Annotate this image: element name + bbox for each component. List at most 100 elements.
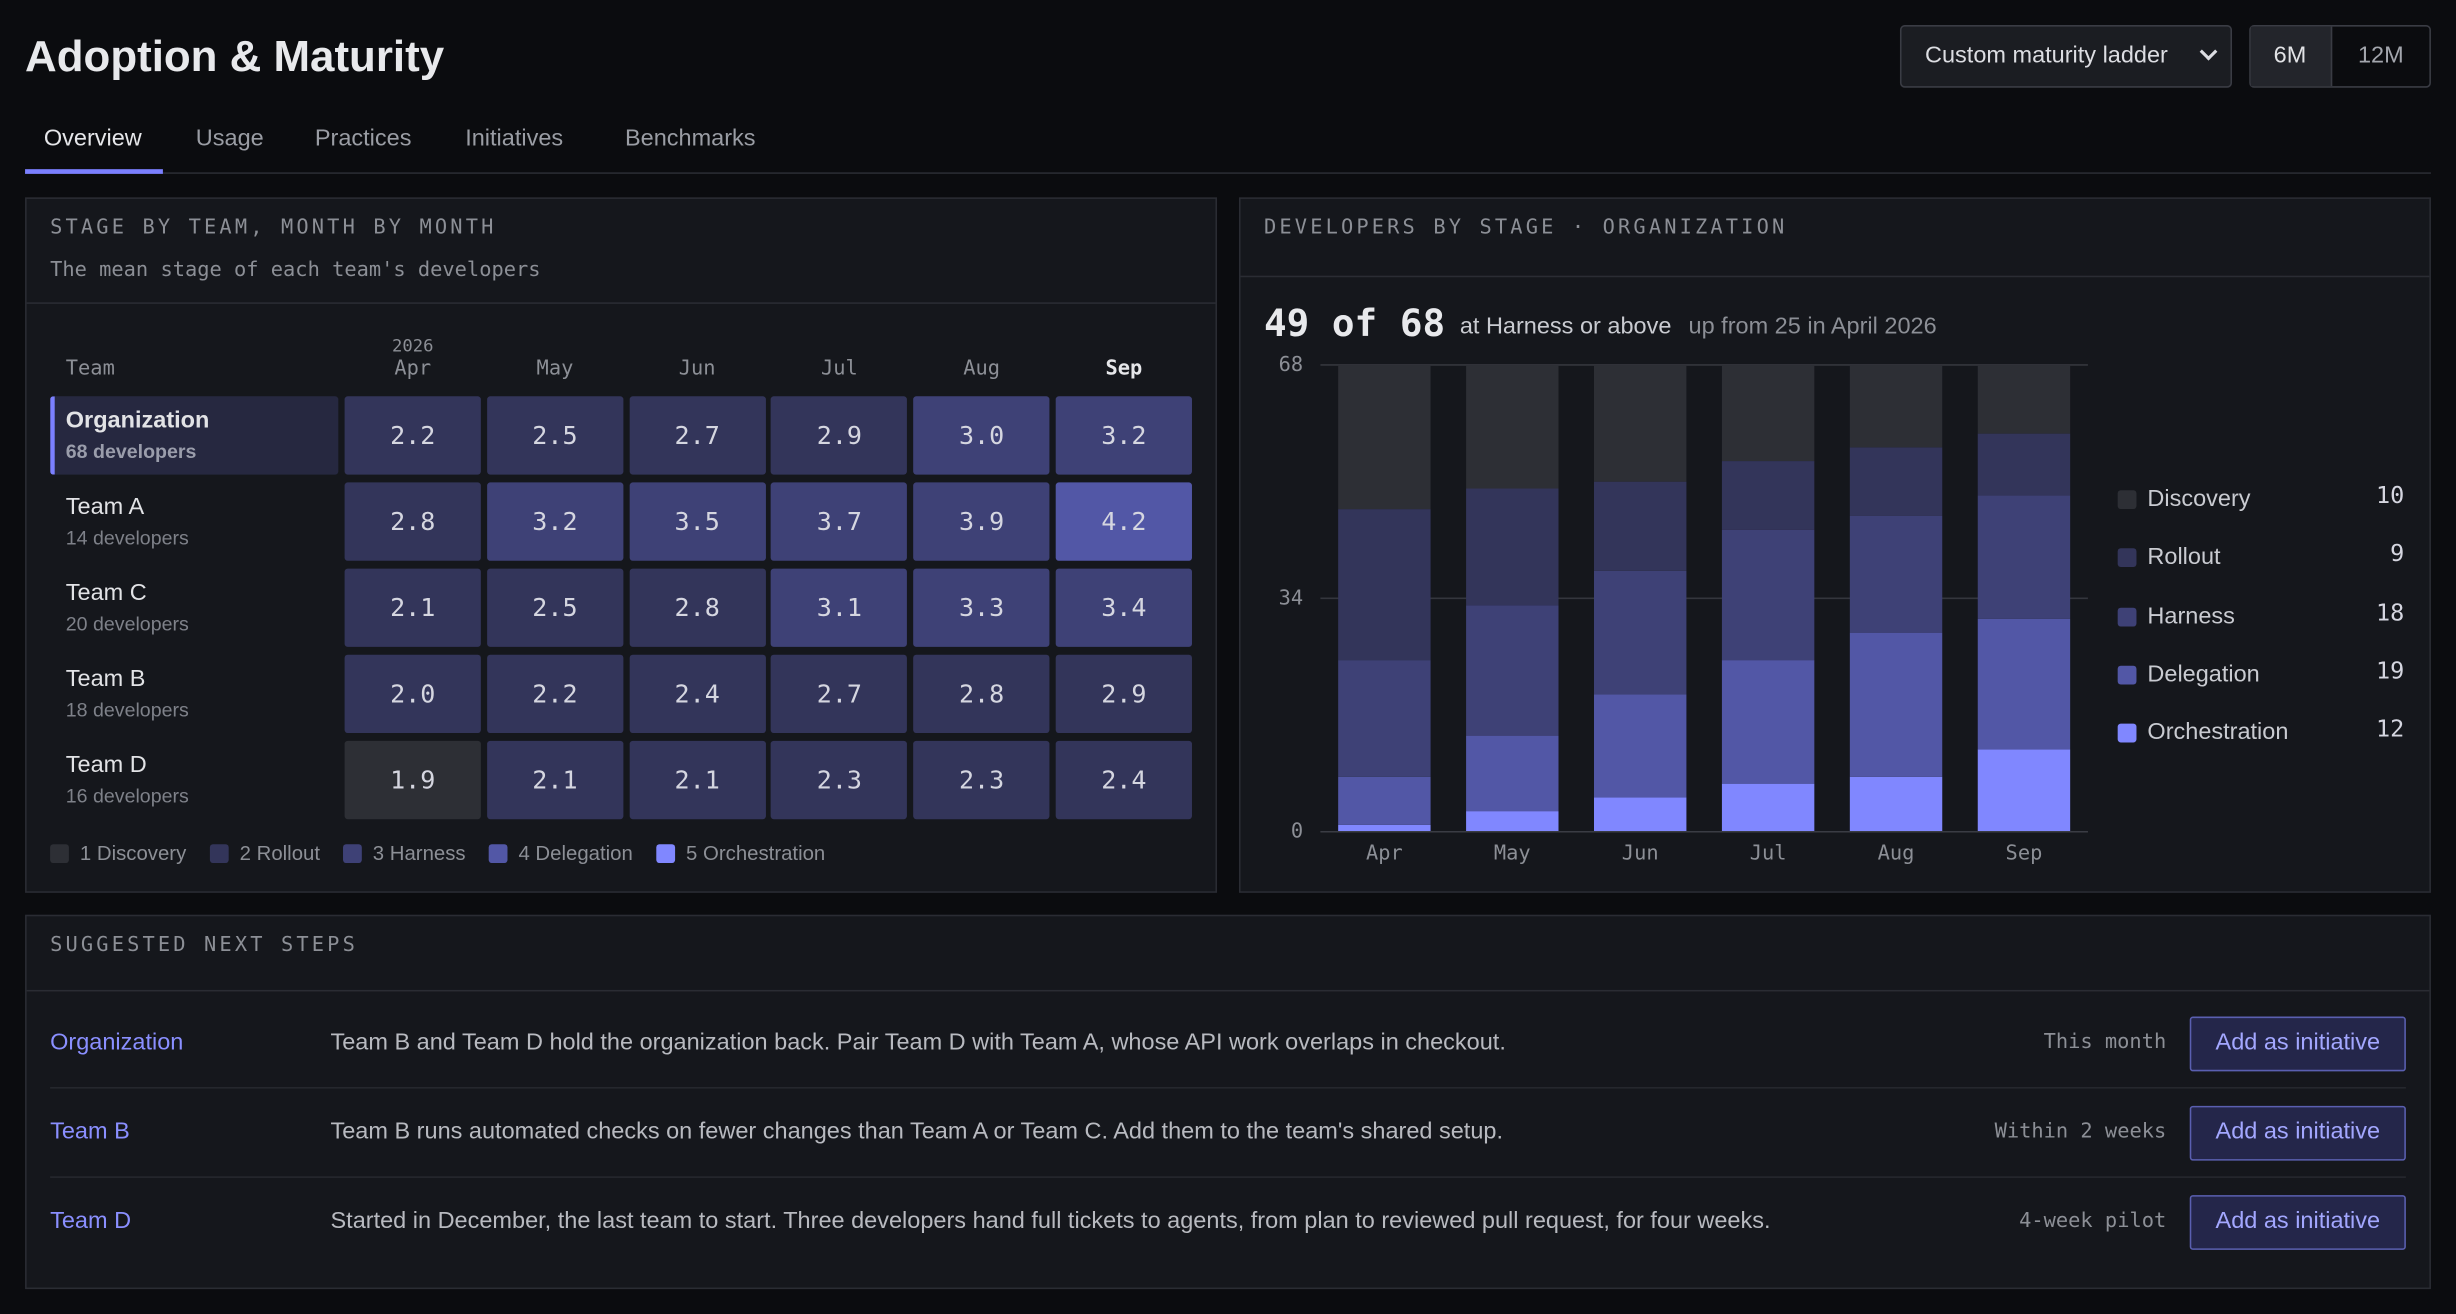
- bar-segment: [1721, 364, 1815, 462]
- month-header: Sep: [1105, 357, 1143, 381]
- step-team[interactable]: Organization: [50, 1029, 184, 1056]
- tab[interactable]: Usage: [195, 125, 264, 152]
- heatmap-cell: [771, 482, 908, 561]
- heatmap-cell: [913, 740, 1050, 820]
- period-option[interactable]: 6M: [2273, 42, 2307, 69]
- cell-value: 2.3: [958, 765, 1005, 795]
- cell-value: 3.3: [958, 592, 1005, 623]
- legend-label: Harness: [2147, 602, 2234, 628]
- legend-swatch: [50, 844, 69, 864]
- step-team[interactable]: Team D: [50, 1207, 132, 1235]
- period-selected[interactable]: [2250, 26, 2333, 87]
- step-team[interactable]: Team B: [50, 1118, 130, 1145]
- legend-label: Orchestration: [2147, 718, 2288, 744]
- legend-label: Rollout: [2147, 543, 2221, 569]
- team-size: 14 developers: [65, 527, 189, 549]
- period-option[interactable]: 12M: [2357, 42, 2404, 69]
- cell-value: 2.9: [1101, 678, 1147, 709]
- add-initiative-button[interactable]: [2189, 1105, 2406, 1161]
- x-tick-label: Jun: [1622, 841, 1659, 865]
- cell-value: 2.2: [532, 678, 578, 709]
- y-tick-label: 34: [1279, 585, 1304, 609]
- step-timing: This month: [2043, 1030, 2167, 1055]
- bar-segment: [1594, 481, 1687, 571]
- legend-count: 9: [2390, 539, 2404, 567]
- tab[interactable]: Overview: [43, 125, 142, 152]
- bar-segment: [1466, 811, 1559, 832]
- tab-active-underline: [25, 169, 163, 174]
- bar-segment: [1466, 488, 1559, 606]
- bar-segment: [1977, 364, 2071, 434]
- add-initiative-label[interactable]: Add as initiative: [2215, 1029, 2381, 1056]
- tab[interactable]: Benchmarks: [624, 125, 756, 152]
- row-divider: [50, 1176, 2406, 1178]
- step-timing: 4-week pilot: [2019, 1209, 2167, 1234]
- tab[interactable]: Initiatives: [465, 125, 564, 152]
- panel-title: STAGE BY TEAM, MONTH BY MONTH: [50, 216, 497, 240]
- cell-value: 2.8: [674, 592, 720, 623]
- team-size: 18 developers: [65, 699, 189, 722]
- legend-label: Discovery: [2147, 485, 2250, 511]
- legend-count: 18: [2376, 599, 2404, 627]
- bar-segment: [1849, 447, 1943, 516]
- heatmap-cell: [629, 396, 766, 475]
- step-text: Team B runs automated checks on fewer ch…: [330, 1118, 1504, 1145]
- bar-segment: [1338, 364, 1431, 510]
- add-initiative-label[interactable]: Add as initiative: [2215, 1207, 2381, 1235]
- cell-value: 2.4: [674, 678, 720, 709]
- heatmap-cell: [1055, 654, 1192, 734]
- month-header: May: [536, 357, 574, 381]
- legend-label: 4 Delegation: [518, 841, 633, 865]
- legend-label: 1 Discovery: [79, 841, 187, 865]
- legend-count: 10: [2376, 481, 2404, 509]
- month-header: Jul: [820, 357, 858, 381]
- x-tick-label: May: [1494, 841, 1531, 865]
- heatmap-cell: [629, 740, 766, 820]
- panel-title: SUGGESTED NEXT STEPS: [50, 933, 358, 958]
- ladder-select[interactable]: [1899, 25, 2233, 88]
- panel-divider: [26, 989, 2430, 992]
- heatmap-cell: [771, 740, 908, 820]
- bar-segment: [1849, 364, 1943, 448]
- cell-value: 2.1: [390, 592, 436, 623]
- cell-value: 2.2: [390, 420, 436, 451]
- bar-segment: [1849, 632, 1943, 777]
- heatmap-cell: [1055, 740, 1192, 820]
- bar-segment: [1338, 824, 1431, 832]
- legend-count: 19: [2376, 656, 2404, 684]
- legend-swatch: [2117, 490, 2137, 510]
- heatmap-cell: [344, 482, 481, 561]
- tab[interactable]: Practices: [314, 125, 412, 152]
- row-selected: [50, 396, 339, 475]
- cell-value: 2.3: [816, 765, 863, 795]
- team-name: Team C: [65, 579, 147, 607]
- chart-panel: [1238, 197, 2431, 893]
- bar-segment: [1977, 433, 2071, 496]
- ladder-select-label: Custom maturity ladder: [1925, 42, 2168, 69]
- add-initiative-button[interactable]: [2189, 1016, 2406, 1072]
- legend-swatch: [2117, 548, 2137, 568]
- heatmap-cell: [913, 568, 1050, 647]
- cell-value: 3.1: [816, 592, 863, 623]
- team-name: Team B: [65, 665, 146, 693]
- cell-value: 3.2: [532, 506, 578, 537]
- bar-segment: [1338, 660, 1431, 777]
- cell-value: 2.9: [816, 420, 863, 451]
- bar-segment: [1338, 509, 1431, 661]
- heatmap-cell: [1055, 482, 1192, 561]
- y-tick-label: 0: [1291, 819, 1303, 843]
- legend-swatch: [343, 844, 362, 864]
- heatmap-cell: [486, 482, 624, 561]
- team-name: Organization: [65, 407, 210, 434]
- panel-title: DEVELOPERS BY STAGE · ORGANIZATION: [1264, 216, 1788, 240]
- heatmap-cell: [344, 740, 481, 820]
- bar-segment: [1338, 776, 1431, 825]
- add-initiative-label[interactable]: Add as initiative: [2215, 1118, 2381, 1145]
- headline-text: at Harness or above: [1459, 313, 1672, 340]
- legend-swatch: [488, 844, 508, 864]
- add-initiative-button[interactable]: [2189, 1195, 2406, 1250]
- cell-value: 3.7: [816, 506, 863, 537]
- legend-label: Delegation: [2147, 660, 2259, 686]
- bar-segment: [1721, 660, 1815, 784]
